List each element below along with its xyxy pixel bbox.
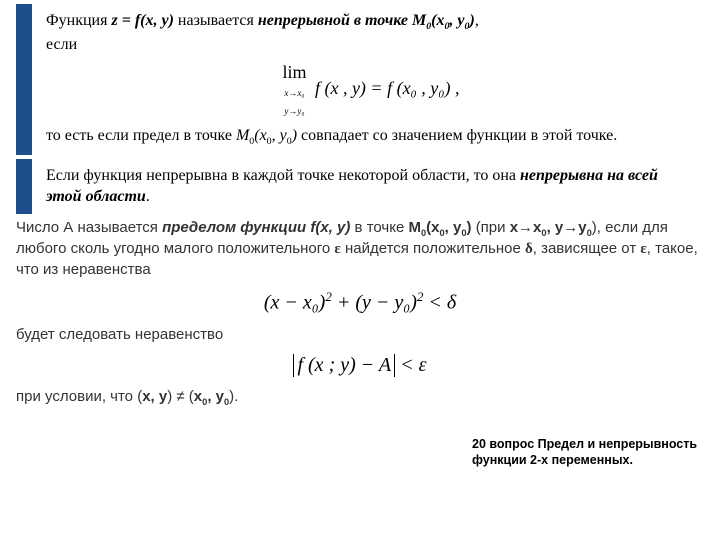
term: (x − x₀)	[264, 292, 326, 314]
text: , y	[207, 388, 224, 405]
delta: δ	[525, 241, 533, 257]
text: совпадает со значением функции в этой то…	[297, 127, 617, 144]
text: непрерывной в точке M	[258, 12, 426, 29]
text: будет следовать неравенство	[16, 326, 223, 343]
text: , y→y	[547, 219, 587, 236]
text: Если функция непрерывна в каждой точке н…	[46, 167, 520, 184]
text: , y	[272, 127, 287, 144]
limit-formula: lim x→x₀ y→y₀ f (x , y) = f (x₀ , y₀) ,	[46, 63, 696, 117]
text: ).	[229, 388, 238, 405]
lim: lim	[282, 62, 306, 82]
emph: пределом функции f(x, y)	[162, 219, 350, 236]
text: (при	[476, 219, 510, 236]
lim-cond: x→x₀	[284, 88, 304, 98]
text: , y	[449, 12, 464, 29]
formula-body: f (x , y) = f (x₀ , y₀) ,	[315, 78, 460, 98]
text: Число А называется	[16, 219, 162, 236]
text: x	[194, 388, 202, 405]
expr: z = f(x, y)	[111, 12, 173, 29]
term: + (y − y₀)	[332, 292, 417, 314]
term: < δ	[423, 292, 456, 314]
definition-continuity: Функция z = f(x, y) называется непрерывн…	[16, 4, 706, 155]
condition: при условии, что (x, y) ≠ (x0, y0).	[0, 385, 720, 410]
abs-body: f (x ; y) − A	[297, 354, 391, 376]
inequality-1: (x − x₀)2 + (y − y₀)2 < δ	[0, 289, 720, 315]
text-follow: будет следовать неравенство	[0, 323, 720, 347]
text: (x	[254, 127, 266, 144]
text: M	[408, 219, 421, 236]
text: в точке	[350, 219, 408, 236]
text: называется	[174, 12, 258, 29]
text: , зависящее от	[533, 240, 641, 257]
text: ) ≠ (	[167, 388, 194, 405]
text: Функция	[46, 12, 111, 29]
text: , y	[445, 219, 462, 236]
definition-region-continuity: Если функция непрерывна в каждой точке н…	[16, 159, 706, 214]
text: то есть если предел в точке	[46, 127, 236, 144]
text: ,	[475, 12, 479, 29]
footnote: 20 вопрос Предел и непрерывность функции…	[472, 436, 718, 469]
text: (x	[426, 219, 439, 236]
text: найдется положительное	[341, 240, 525, 257]
text: если	[46, 36, 77, 53]
inequality-2: f (x ; y) − A < ε	[0, 354, 720, 377]
text: M	[236, 127, 249, 144]
text: x, y	[142, 388, 167, 405]
text: (x	[431, 12, 444, 29]
text: x→x	[510, 219, 542, 236]
term: < ε	[395, 354, 426, 376]
definition-limit: Число А называется пределом функции f(x,…	[0, 216, 720, 281]
text: )	[467, 219, 472, 236]
lim-cond: y→y₀	[284, 106, 304, 116]
text: при условии, что (	[16, 388, 142, 405]
text: .	[146, 188, 150, 205]
